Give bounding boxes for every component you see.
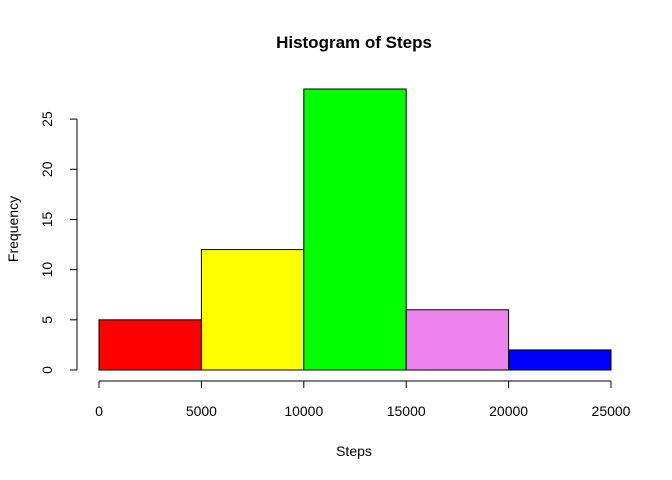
y-tick-label: 15 xyxy=(39,211,55,227)
histogram-bar-4 xyxy=(508,349,612,371)
histogram-bar-3 xyxy=(405,309,510,371)
x-tick-label: 5000 xyxy=(186,403,217,419)
x-tick-label: 0 xyxy=(95,403,103,419)
histogram-bar-2 xyxy=(303,88,407,371)
y-axis-label: Frequency xyxy=(5,196,21,262)
y-tick-label: 0 xyxy=(39,366,55,374)
y-tick-label: 5 xyxy=(39,316,55,324)
y-axis: 0 5 10 15 20 25 xyxy=(39,111,78,374)
y-tick-label: 20 xyxy=(39,161,55,177)
histogram-bar-1 xyxy=(200,249,305,371)
x-tick-label: 25000 xyxy=(592,403,631,419)
x-tick-label: 15000 xyxy=(387,403,426,419)
chart-title: Histogram of Steps xyxy=(276,33,432,52)
histogram-bar-0 xyxy=(98,319,202,371)
x-axis: 0 5000 10000 15000 20000 25000 xyxy=(95,380,631,419)
x-axis-label: Steps xyxy=(336,443,372,459)
bars-group xyxy=(98,88,612,371)
y-tick-label: 25 xyxy=(39,111,55,127)
x-tick-label: 20000 xyxy=(489,403,528,419)
y-tick-label: 10 xyxy=(39,262,55,278)
x-tick-label: 10000 xyxy=(284,403,323,419)
